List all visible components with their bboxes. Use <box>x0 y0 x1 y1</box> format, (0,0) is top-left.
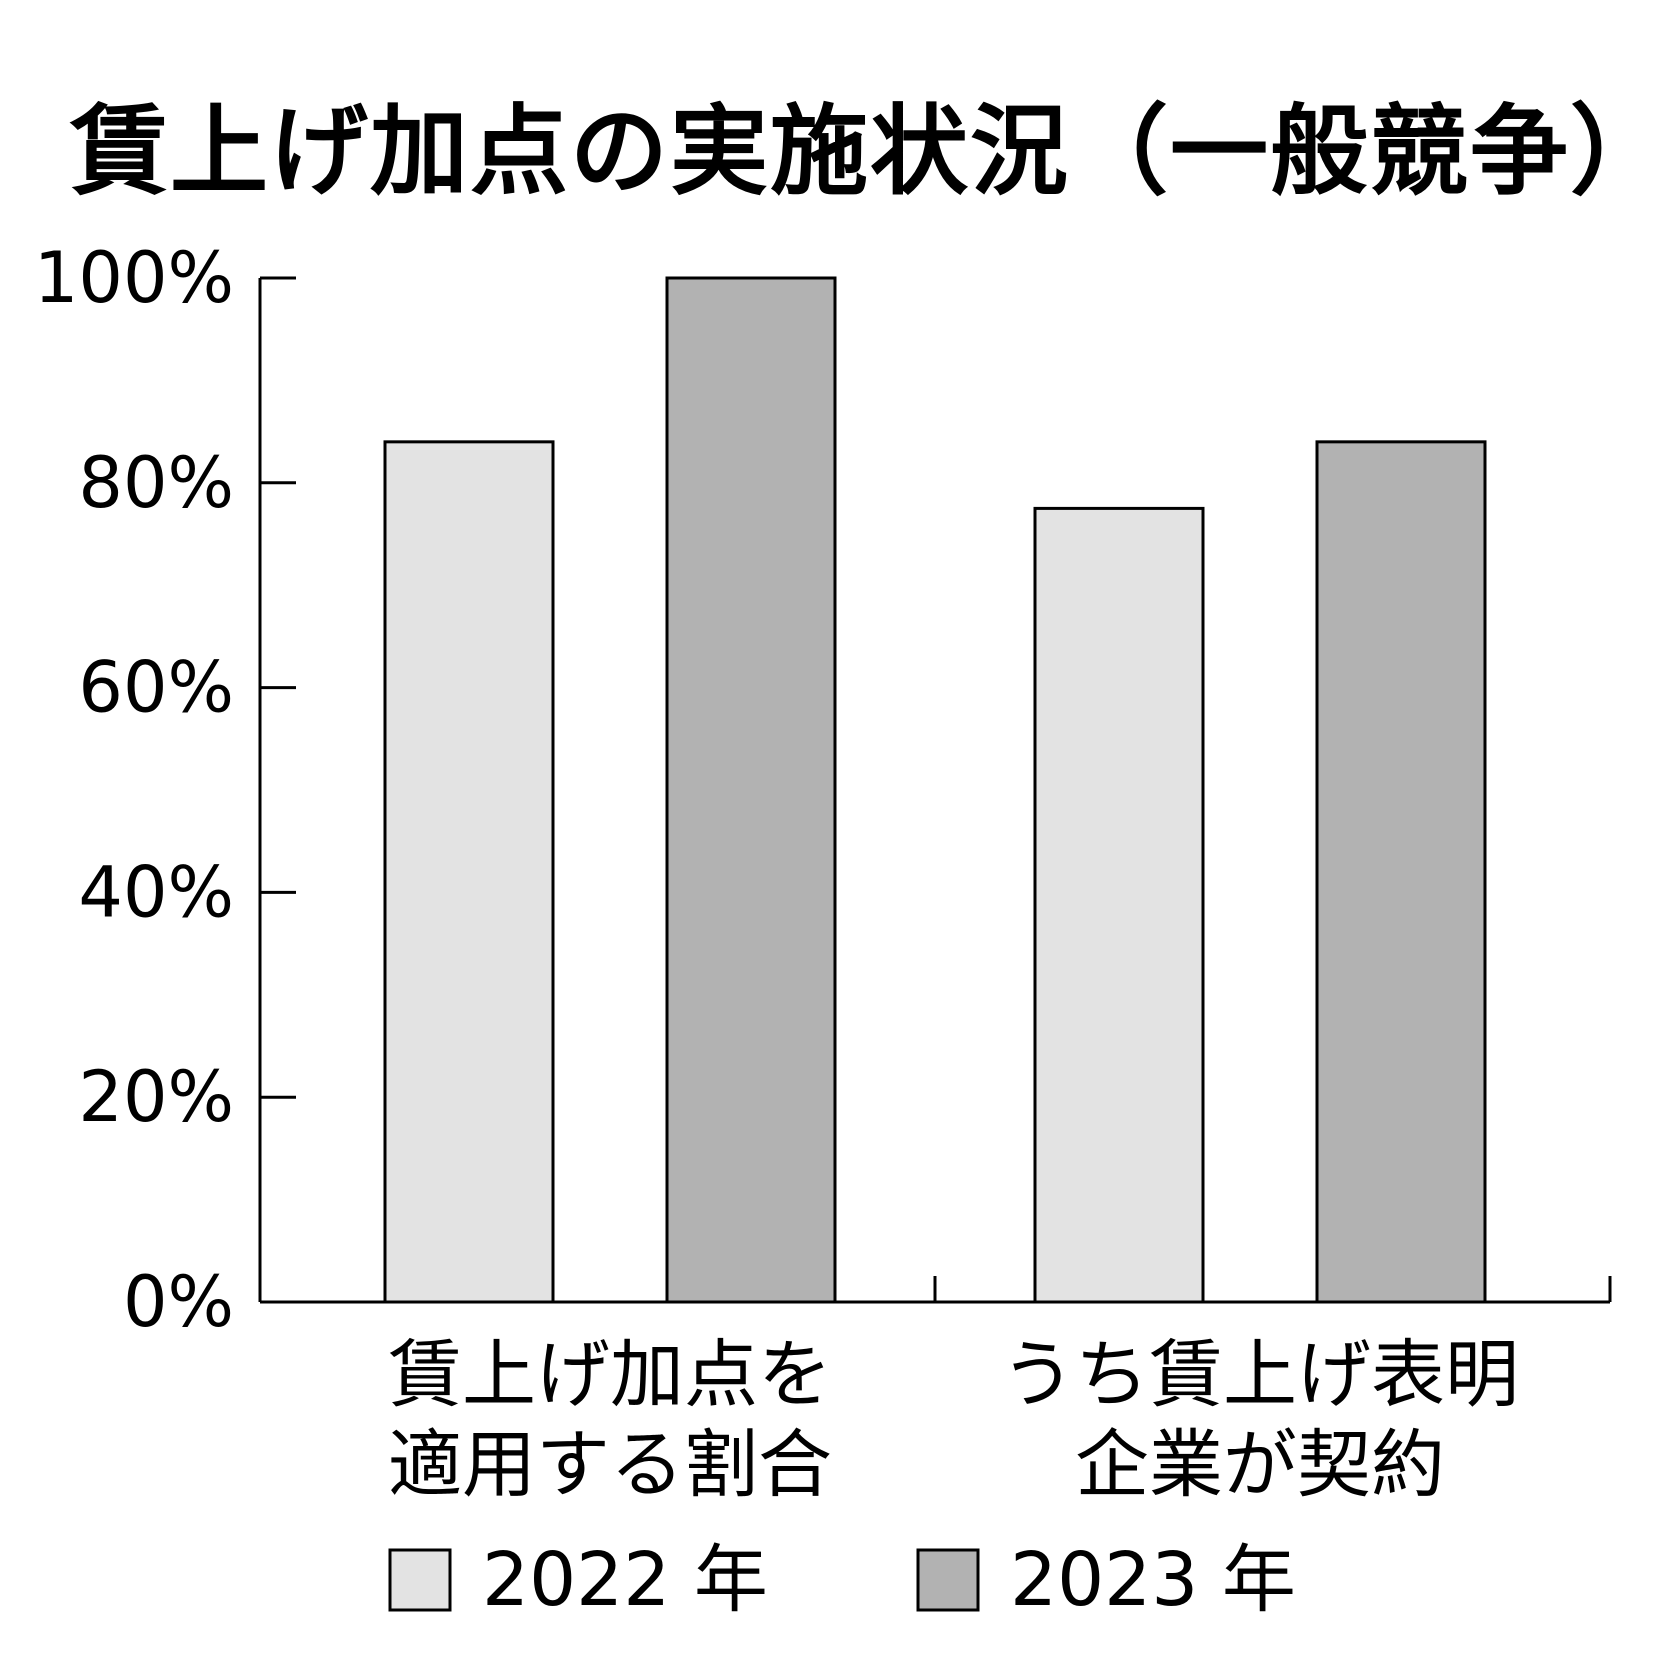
legend-label: 2022 年 <box>482 1537 768 1623</box>
y-tick-label: 100% <box>34 237 234 319</box>
bars <box>383 276 1487 1304</box>
x-category-label: 企業が契約 <box>1075 1422 1445 1508</box>
chart-title: 賃上げ加点の実施状況（一般競争） <box>70 95 1654 209</box>
x-category-label: 賃上げ加点を <box>388 1332 832 1418</box>
legend: 2022 年 2023 年 <box>388 1537 1296 1623</box>
y-tick-label: 0% <box>123 1261 234 1343</box>
y-tick-label: 20% <box>78 1056 234 1138</box>
bar-2022-cat2 <box>1033 506 1205 1304</box>
bar-2023-cat1 <box>665 276 837 1304</box>
y-tick-label: 60% <box>78 647 234 729</box>
x-category-label: 適用する割合 <box>388 1422 832 1508</box>
legend-item: 2023 年 <box>916 1537 1296 1623</box>
legend-item: 2022 年 <box>388 1537 768 1623</box>
legend-swatch <box>388 1548 452 1612</box>
y-tick-label: 80% <box>78 442 234 524</box>
bar-2023-cat2 <box>1315 440 1487 1304</box>
bar-2022-cat1 <box>383 440 555 1304</box>
legend-swatch <box>916 1548 980 1612</box>
legend-label: 2023 年 <box>1010 1537 1296 1623</box>
x-category-label: うち賃上げ表明 <box>1001 1332 1519 1418</box>
y-tick-label: 40% <box>78 851 234 933</box>
